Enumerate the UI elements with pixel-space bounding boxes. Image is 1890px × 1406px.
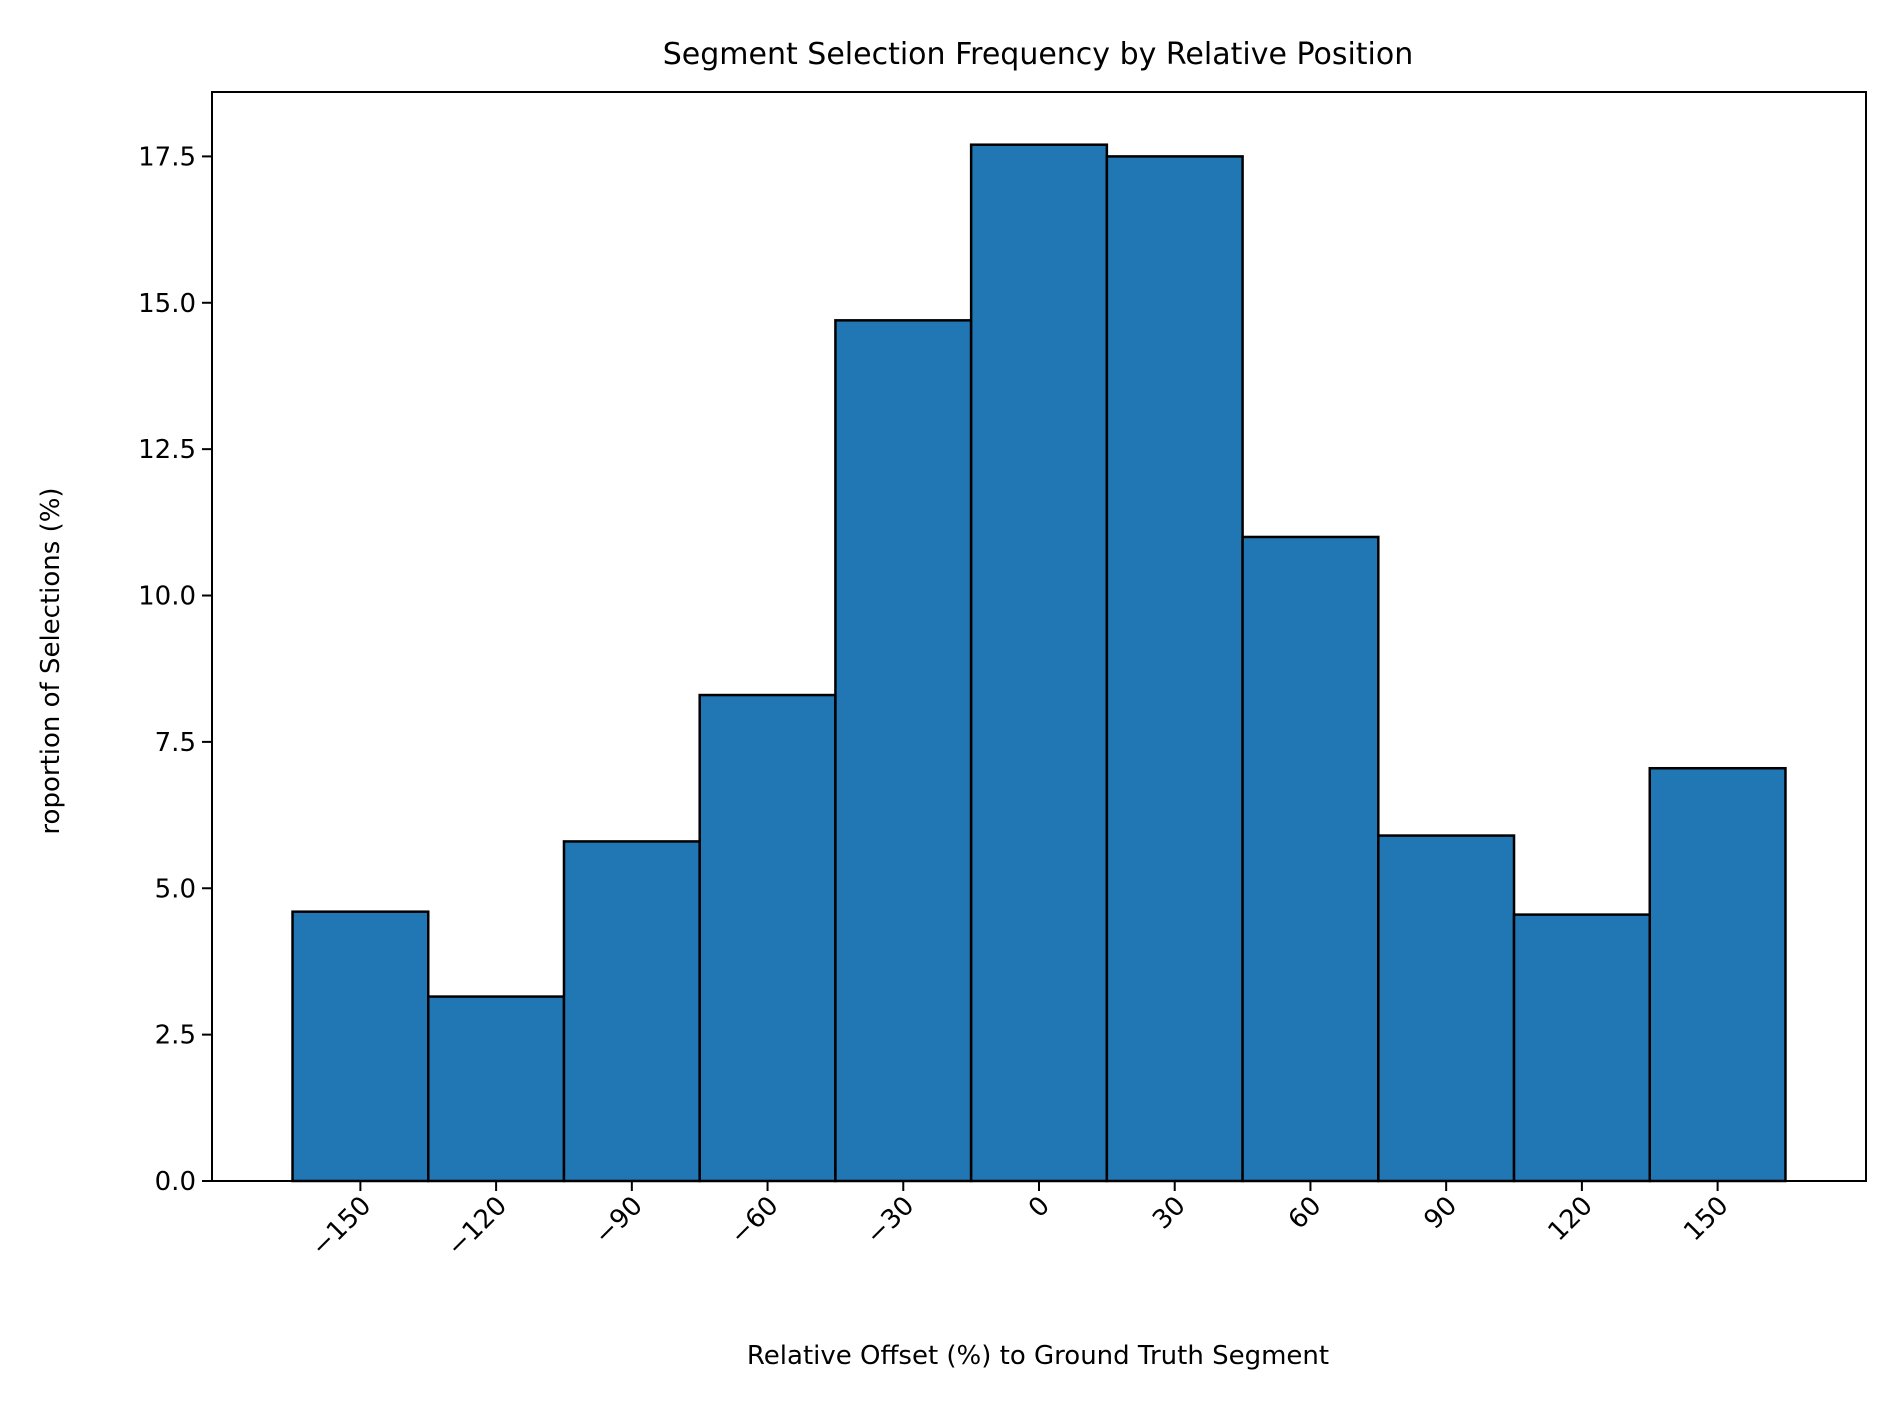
- y-tick-label: 10.0: [138, 582, 196, 612]
- x-tick-label: −120: [441, 1191, 513, 1263]
- x-tick-label: 60: [1283, 1191, 1328, 1236]
- y-tick-label: 15.0: [138, 289, 196, 319]
- bar: [1241, 535, 1380, 1183]
- bar: [562, 840, 701, 1183]
- y-tick-label: 12.5: [138, 435, 196, 465]
- bars-group: [291, 143, 1787, 1183]
- x-tick-label: 150: [1678, 1191, 1734, 1247]
- x-tick-label: 0: [1023, 1191, 1056, 1224]
- bar: [834, 319, 973, 1183]
- bar: [1648, 766, 1787, 1183]
- y-axis-label: roportion of Selections (%): [36, 487, 66, 834]
- x-tick-label: −150: [306, 1191, 378, 1263]
- bar: [1512, 913, 1651, 1183]
- x-tick-label: −90: [589, 1191, 649, 1251]
- bar: [427, 995, 566, 1183]
- bar: [291, 910, 430, 1183]
- bar: [1105, 155, 1244, 1183]
- x-tick-label: −60: [724, 1191, 784, 1251]
- x-axis-label: Relative Offset (%) to Ground Truth Segm…: [747, 1341, 1329, 1371]
- x-tick-label: −30: [860, 1191, 920, 1251]
- y-tick-label: 2.5: [155, 1021, 196, 1051]
- bar: [698, 693, 837, 1183]
- bar: [969, 143, 1109, 1183]
- plot-frame: [211, 91, 1867, 1182]
- chart-title: Segment Selection Frequency by Relative …: [663, 37, 1414, 72]
- x-tick-label: 90: [1419, 1191, 1464, 1236]
- y-tick-label: 7.5: [155, 728, 196, 758]
- y-tick-label: 0.0: [155, 1167, 196, 1197]
- x-tick-label: 120: [1543, 1191, 1599, 1247]
- bar: [1377, 834, 1516, 1183]
- y-tick-label: 17.5: [138, 142, 196, 172]
- x-tick-label: 30: [1147, 1191, 1192, 1236]
- y-axis-ticks: 0.0 2.5 5.0 7.5 10.0 12.5 15.0 17.5: [138, 142, 212, 1197]
- x-axis-ticks: −150 −120 −90 −60 −30 0 30 60 90 120 150: [306, 1181, 1735, 1262]
- y-tick-label: 5.0: [155, 874, 196, 904]
